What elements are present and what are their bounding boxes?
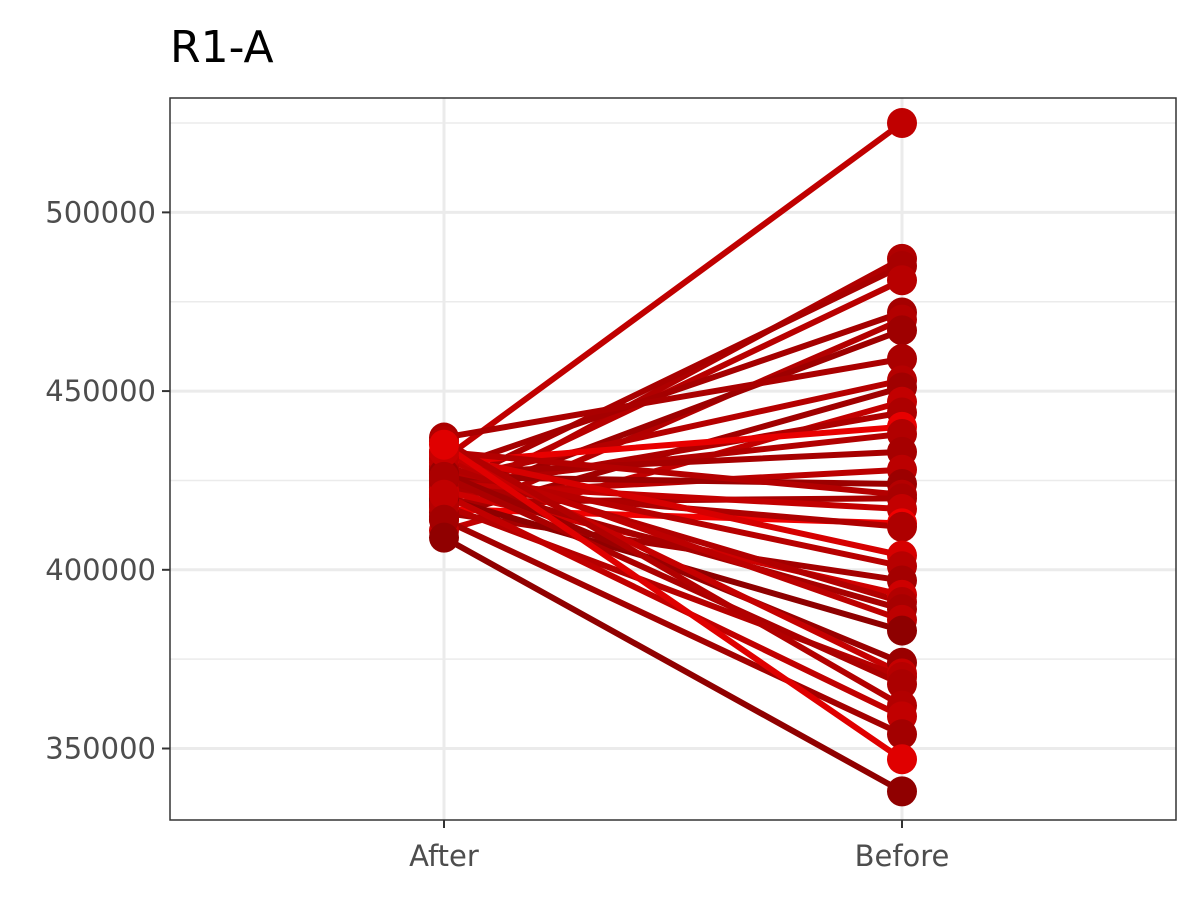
series-line [441,452,905,559]
data-point [887,744,917,775]
data-point [887,315,917,346]
series-line [441,262,905,491]
axes: 350000 400000 450000 500000 After Before [45,195,949,873]
data-point [887,615,917,646]
y-tick-label: 500000 [45,195,156,229]
series-line [441,309,905,473]
data-point [887,719,917,750]
series-line [441,473,905,688]
series-line [441,448,905,498]
data-point [429,429,459,460]
series-line [441,473,905,488]
data-point [429,479,459,510]
series-line [441,377,905,484]
data-point [887,669,917,700]
plot-panel [169,97,1177,821]
chart-title: R1-A [170,22,274,73]
data-point [429,522,459,553]
series-line [441,448,905,677]
series-line [441,120,905,462]
series-line [441,438,905,709]
data-point [887,511,917,542]
y-tick-label: 350000 [45,732,156,766]
x-tick-label: After [409,839,479,873]
series-lines [441,120,905,795]
series-line [441,470,905,666]
data-point [887,343,917,374]
y-tick-label: 400000 [45,553,156,587]
data-point [887,776,917,807]
y-tick-label: 450000 [45,374,156,408]
series-line [441,441,905,763]
series-line [441,516,905,738]
data-point [887,265,917,296]
data-points [429,108,917,807]
data-point [887,108,917,139]
series-line [441,355,905,441]
series-line [441,534,905,795]
x-tick-label: Before [855,839,950,873]
